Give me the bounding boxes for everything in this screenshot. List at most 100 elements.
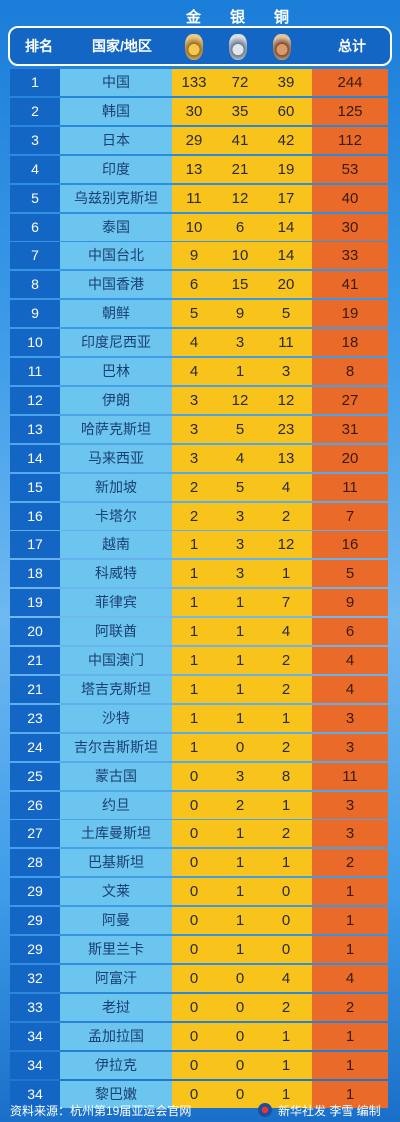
bronze-count: 60	[277, 102, 295, 120]
rank-cell: 29	[10, 878, 60, 906]
bronze-count: 1	[281, 854, 291, 872]
medal-counts: 10 6 14	[172, 213, 312, 241]
total-cell: 11	[312, 473, 388, 501]
rank-cell: 21	[10, 647, 60, 674]
table-header: 金 银 铜 排名 国家/地区 总计	[0, 0, 400, 66]
total-cell: 1	[312, 907, 388, 935]
rank-cell: 10	[10, 329, 60, 357]
rank-cell: 13	[10, 415, 60, 443]
country-cell: 卡塔尔	[60, 502, 172, 530]
rank-cell: 29	[10, 907, 60, 935]
silver-count: 0	[235, 738, 245, 756]
silver-count: 2	[235, 796, 245, 814]
medal-counts: 0 0 4	[172, 964, 312, 992]
bronze-count: 2	[281, 998, 291, 1016]
silver-count: 3	[235, 565, 245, 583]
rank-cell: 34	[10, 1022, 60, 1050]
medal-counts: 2 5 4	[172, 473, 312, 501]
total-cell: 30	[312, 213, 388, 241]
silver-count: 41	[231, 131, 249, 149]
total-cell: 31	[312, 415, 388, 443]
gold-count: 0	[189, 1085, 199, 1103]
gold-label: 金	[186, 9, 203, 26]
country-cell: 沙特	[60, 704, 172, 732]
rank-cell: 24	[10, 733, 60, 761]
gold-count: 13	[185, 160, 203, 178]
bronze-count: 2	[281, 825, 291, 843]
medal-counts: 1 1 4	[172, 618, 312, 646]
bronze-count: 19	[277, 160, 295, 178]
medal-counts: 0 1 1	[172, 849, 312, 877]
silver-count: 35	[231, 102, 249, 120]
gold-count: 1	[189, 565, 199, 583]
table-row: 17 越南 1 3 12 16	[0, 531, 400, 559]
gold-count: 0	[189, 883, 199, 901]
rank-cell: 7	[10, 242, 60, 270]
total-cell: 33	[312, 242, 388, 270]
table-row: 21 中国澳门 1 1 2 4	[0, 647, 400, 674]
bronze-medal-icon	[273, 34, 291, 60]
bronze-count: 7	[281, 594, 291, 612]
gold-count: 0	[189, 796, 199, 814]
gold-count: 1	[189, 709, 199, 727]
bronze-count: 2	[281, 680, 291, 698]
rank-cell: 17	[10, 531, 60, 559]
total-cell: 1	[312, 936, 388, 963]
gold-count: 11	[186, 189, 202, 207]
silver-count: 1	[235, 854, 245, 872]
total-cell: 1	[312, 878, 388, 906]
total-cell: 3	[312, 791, 388, 819]
bronze-count: 17	[277, 189, 295, 207]
medal-counts: 1 1 1	[172, 704, 312, 732]
country-cell: 新加坡	[60, 473, 172, 501]
bronze-count: 42	[277, 131, 295, 149]
silver-count: 5	[235, 420, 245, 438]
gold-count: 0	[189, 912, 199, 930]
silver-count: 0	[235, 1056, 245, 1074]
country-cell: 巴林	[60, 358, 172, 385]
gold-count: 0	[189, 1027, 199, 1045]
gold-count: 3	[189, 391, 199, 409]
header-bar: 排名 国家/地区 总计	[8, 26, 392, 66]
country-cell: 中国香港	[60, 271, 172, 299]
bronze-count: 3	[281, 363, 291, 380]
total-cell: 4	[312, 675, 388, 703]
total-cell: 6	[312, 618, 388, 646]
rank-cell: 2	[10, 97, 60, 125]
silver-count: 72	[231, 74, 249, 91]
silver-count: 0	[235, 1085, 245, 1103]
medal-counts: 9 10 14	[172, 242, 312, 270]
table-row: 23 沙特 1 1 1 3	[0, 704, 400, 732]
table-row: 10 印度尼西亚 4 3 11 18	[0, 329, 400, 357]
gold-count: 1	[189, 594, 199, 612]
bronze-count: 13	[277, 449, 295, 467]
rank-cell: 16	[10, 502, 60, 530]
medal-counts: 0 1 2	[172, 820, 312, 848]
gold-medal-icon	[185, 34, 203, 60]
silver-count: 0	[235, 998, 245, 1016]
rank-cell: 28	[10, 849, 60, 877]
gold-count: 1	[189, 680, 199, 698]
table-row: 26 约旦 0 2 1 3	[0, 791, 400, 819]
bronze-count: 1	[281, 1027, 291, 1045]
total-cell: 112	[312, 126, 388, 154]
medal-counts: 6 15 20	[172, 271, 312, 299]
country-cell: 老挝	[60, 993, 172, 1021]
total-cell: 19	[312, 300, 388, 328]
total-cell: 2	[312, 993, 388, 1021]
table-row: 3 日本 29 41 42 112	[0, 126, 400, 154]
source-note: 资料来源：杭州第19届亚运会官网	[10, 1104, 192, 1118]
rank-cell: 15	[10, 473, 60, 501]
bronze-count: 1	[281, 565, 291, 583]
silver-count: 1	[235, 623, 245, 641]
rank-cell: 9	[10, 300, 60, 328]
rank-cell: 25	[10, 762, 60, 790]
total-cell: 5	[312, 560, 388, 588]
rank-cell: 3	[10, 126, 60, 154]
gold-count: 2	[189, 507, 199, 525]
gold-count: 1	[189, 652, 199, 669]
bronze-count: 11	[278, 334, 294, 352]
silver-count: 1	[235, 363, 245, 380]
gold-count: 0	[189, 969, 199, 987]
country-cell: 文莱	[60, 878, 172, 906]
